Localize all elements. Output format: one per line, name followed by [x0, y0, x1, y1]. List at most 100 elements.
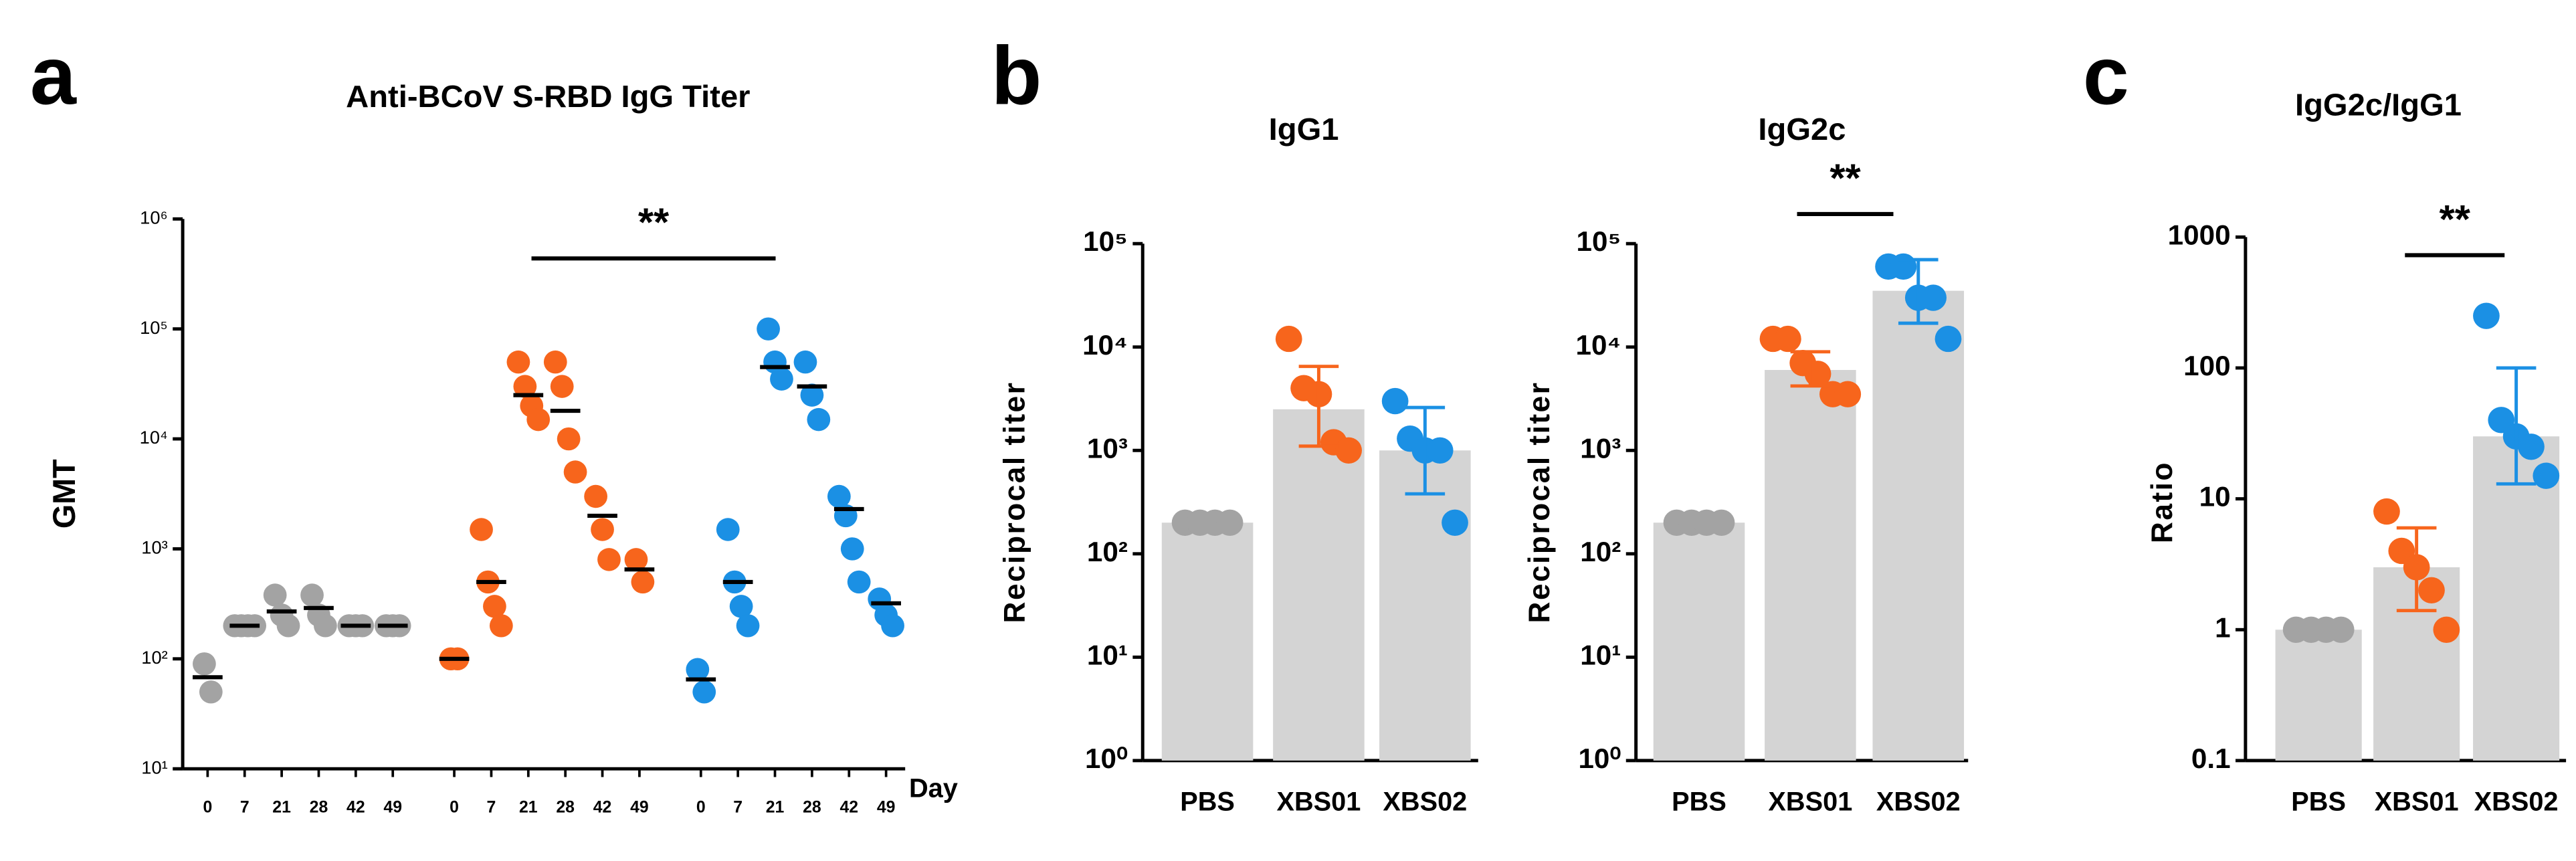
y-axis-label: Ratio [2146, 461, 2179, 543]
x-tick-label: 0 [696, 799, 706, 817]
data-point [692, 680, 716, 704]
x-tick-label: 7 [487, 799, 496, 817]
data-point [793, 350, 817, 374]
x-tick-label: XBS02 [1383, 787, 1467, 816]
significance-label: ** [2440, 197, 2471, 242]
bar [2275, 630, 2362, 761]
data-point [300, 583, 324, 607]
data-point [526, 407, 551, 432]
y-tick-label: 10⁵ [1577, 225, 1621, 257]
data-point [591, 518, 614, 541]
y-tick-label: 10⁰ [1085, 743, 1128, 774]
chart-title: IgG2c [1758, 111, 1846, 147]
data-point [276, 614, 300, 638]
x-tick-label: 7 [240, 799, 250, 817]
x-tick-label: XBS01 [1768, 787, 1852, 816]
bar [1765, 370, 1856, 761]
bar [2473, 436, 2560, 761]
y-tick-label: 10² [1087, 536, 1128, 567]
data-point [2533, 462, 2560, 489]
significance-label: ** [1829, 156, 1861, 201]
data-point [1381, 387, 1409, 415]
data-point [2473, 302, 2500, 329]
data-point [736, 614, 760, 638]
y-axis-label: Reciprocal titer [998, 381, 1031, 624]
x-tick-label: 49 [630, 799, 649, 817]
data-point [1834, 381, 1862, 407]
data-point [1335, 437, 1362, 464]
data-point [263, 583, 287, 607]
y-tick-label: 10¹ [1087, 640, 1128, 671]
data-point [489, 614, 513, 638]
bar [1872, 290, 1965, 761]
data-point [1774, 325, 1801, 353]
x-axis-label: Day [909, 774, 958, 803]
y-tick-label: 0.1 [2191, 743, 2231, 774]
data-point [506, 350, 530, 374]
x-tick-label: PBS [1672, 787, 1726, 816]
data-point [1275, 325, 1302, 353]
y-tick-label: 10³ [141, 537, 167, 558]
data-point [770, 367, 793, 391]
x-tick-label: 21 [272, 799, 291, 817]
data-point [807, 407, 831, 432]
bar [1379, 450, 1471, 761]
y-tick-label: 10⁵ [1083, 225, 1128, 257]
x-tick-label: 21 [519, 799, 538, 817]
x-tick-label: 49 [383, 799, 402, 817]
y-tick-label: 1000 [2168, 219, 2231, 251]
data-point [1426, 437, 1454, 464]
x-tick-label: XBS01 [1276, 787, 1361, 816]
y-tick-label: 10² [1580, 536, 1621, 567]
data-point [1442, 509, 1468, 536]
data-point [757, 317, 780, 341]
bar [1653, 522, 1745, 761]
data-point [2373, 498, 2400, 525]
data-point [550, 375, 574, 398]
y-tick-label: 10⁴ [140, 427, 168, 448]
data-point [1935, 325, 1962, 353]
data-point [584, 484, 608, 508]
chart-title: Anti-BCoV S-RBD IgG Titer [346, 78, 750, 114]
data-point [597, 548, 621, 571]
data-point [470, 518, 493, 541]
data-point [314, 614, 337, 638]
data-point [631, 570, 655, 594]
x-tick-label: XBS02 [1876, 787, 1961, 816]
y-tick-label: 10⁰ [1578, 743, 1621, 774]
x-tick-label: 7 [733, 799, 742, 817]
data-point [1890, 253, 1917, 280]
y-tick-label: 10³ [1087, 432, 1128, 464]
panel-letter: a [30, 30, 77, 122]
data-point [2433, 616, 2460, 643]
y-tick-label: 10⁵ [140, 317, 168, 338]
data-point [800, 383, 824, 407]
bar [1161, 522, 1254, 761]
data-point [543, 350, 567, 374]
data-point [624, 548, 648, 571]
x-tick-label: 0 [203, 799, 212, 817]
data-point [513, 375, 537, 398]
x-tick-label: 49 [877, 799, 896, 817]
bar [1273, 409, 1365, 761]
data-point [557, 427, 581, 451]
x-tick-label: 28 [556, 799, 575, 817]
y-tick-label: 10⁴ [1082, 329, 1128, 361]
chart-title: IgG1 [1269, 111, 1339, 147]
data-point [716, 518, 740, 541]
x-tick-label: PBS [2291, 787, 2346, 816]
data-point [563, 460, 587, 484]
data-point [1920, 284, 1947, 311]
data-point [199, 680, 223, 704]
significance-label: ** [638, 200, 670, 245]
y-tick-label: 10⁴ [1575, 329, 1621, 361]
data-point [840, 537, 864, 561]
x-tick-label: 42 [839, 799, 858, 817]
data-point [2418, 577, 2445, 604]
x-tick-label: 0 [450, 799, 459, 817]
panel-letter: b [991, 30, 1042, 122]
x-tick-label: PBS [1180, 787, 1235, 816]
data-point [2327, 616, 2355, 643]
x-tick-label: XBS01 [2375, 787, 2459, 816]
data-point [1216, 509, 1244, 536]
